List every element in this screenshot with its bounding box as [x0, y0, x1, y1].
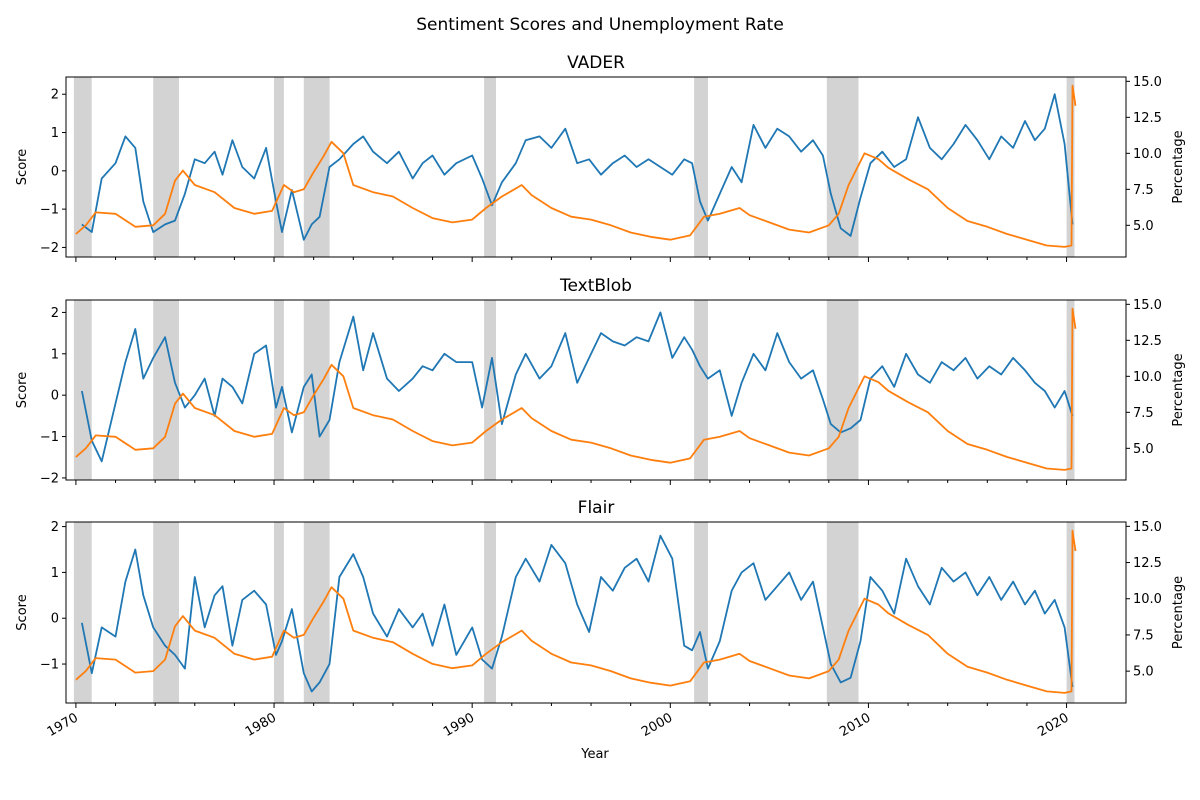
recession-band	[1066, 522, 1075, 703]
y2-tick-label: 5.0	[1133, 665, 1154, 680]
x-tick-label: 2000	[639, 710, 675, 740]
y-tick-label: 2	[51, 306, 59, 321]
axes-frame	[65, 299, 1127, 481]
recession-band	[694, 300, 708, 480]
y2-tick-label: 5.0	[1133, 219, 1154, 234]
y-tick-label: 2	[51, 520, 59, 535]
axes-frame	[65, 76, 1127, 258]
recession-band	[274, 522, 284, 703]
y2-axis-label: Percentage	[1171, 353, 1186, 426]
recession-band	[274, 300, 284, 480]
recession-band	[484, 77, 496, 257]
y2-axis-label: Percentage	[1171, 576, 1186, 649]
recession-band	[73, 522, 92, 703]
panel-vader: VADER −2 −1 0 1 2 5.0 7.5 10.0 12.5 15.0 Score Perce…	[15, 53, 1186, 262]
x-tick-label: 1990	[441, 710, 477, 740]
recession-band	[153, 300, 179, 480]
y-tick-label: 0	[51, 389, 59, 404]
panel-title: VADER	[567, 53, 625, 73]
y-tick-label: 0	[51, 612, 59, 627]
y-axis-label: Score	[15, 372, 30, 408]
panel-title: TextBlob	[559, 276, 632, 296]
figure-title: Sentiment Scores and Unemployment Rate	[416, 15, 784, 35]
y2-tick-label: 7.5	[1133, 183, 1154, 198]
recession-band	[826, 300, 859, 480]
y-tick-label: −1	[40, 430, 59, 445]
y-axis-label: Score	[15, 149, 30, 185]
sentiment-line	[81, 311, 1074, 463]
y-tick-label: 2	[51, 88, 59, 103]
y2-tick-label: 12.5	[1133, 334, 1162, 349]
axes-frame	[65, 521, 1127, 704]
recession-band	[1066, 300, 1075, 480]
y2-tick-label: 15.0	[1133, 520, 1162, 535]
x-tick-label: 2010	[837, 710, 873, 740]
y-tick-label: 1	[51, 347, 59, 362]
panel-flair: Flair −1 0 1 2 5.0 7.5 10.0 12.5 15.0 Score Percent…	[15, 498, 1186, 740]
y-tick-label: 1	[51, 126, 59, 141]
recession-band	[826, 522, 859, 703]
sentiment-line	[81, 93, 1074, 241]
recession-band	[274, 77, 284, 257]
y-tick-label: −1	[40, 658, 59, 673]
recession-band	[694, 77, 708, 257]
sentiment-line	[81, 534, 1074, 693]
unemployment-line	[75, 307, 1077, 471]
y2-tick-label: 12.5	[1133, 111, 1162, 126]
y2-tick-label: 15.0	[1133, 298, 1162, 313]
x-tick-label: 2020	[1035, 710, 1071, 740]
y2-tick-label: 10.0	[1133, 592, 1162, 607]
y2-tick-label: 5.0	[1133, 442, 1154, 457]
recession-band	[73, 300, 92, 480]
panel-textblob: TextBlob −2 −1 0 1 2 5.0 7.5 10.0 12.5 15.0 Score Pe…	[15, 276, 1186, 486]
unemployment-line	[75, 529, 1077, 694]
recession-band	[153, 77, 179, 257]
y2-tick-label: 7.5	[1133, 628, 1154, 643]
y-axis-label: Score	[15, 594, 30, 630]
recession-band	[73, 77, 92, 257]
x-tick-label: 1970	[45, 710, 81, 740]
y2-tick-label: 10.0	[1133, 370, 1162, 385]
y-tick-label: 0	[51, 164, 59, 179]
y2-tick-label: 7.5	[1133, 406, 1154, 421]
recession-band	[694, 522, 708, 703]
recession-band	[484, 300, 496, 480]
panel-title: Flair	[578, 498, 615, 518]
x-axis-label: Year	[580, 747, 609, 762]
y-tick-label: −2	[40, 471, 59, 486]
y-tick-label: −2	[40, 241, 59, 256]
recession-band	[1066, 77, 1075, 257]
y2-tick-label: 10.0	[1133, 147, 1162, 162]
recession-band	[153, 522, 179, 703]
y2-tick-label: 15.0	[1133, 75, 1162, 90]
y2-tick-label: 12.5	[1133, 556, 1162, 571]
recession-band	[484, 522, 496, 703]
x-tick-label: 1980	[243, 710, 279, 740]
unemployment-line	[75, 84, 1077, 248]
y-tick-label: −1	[40, 203, 59, 218]
y-tick-label: 1	[51, 566, 59, 581]
y2-axis-label: Percentage	[1171, 130, 1186, 203]
